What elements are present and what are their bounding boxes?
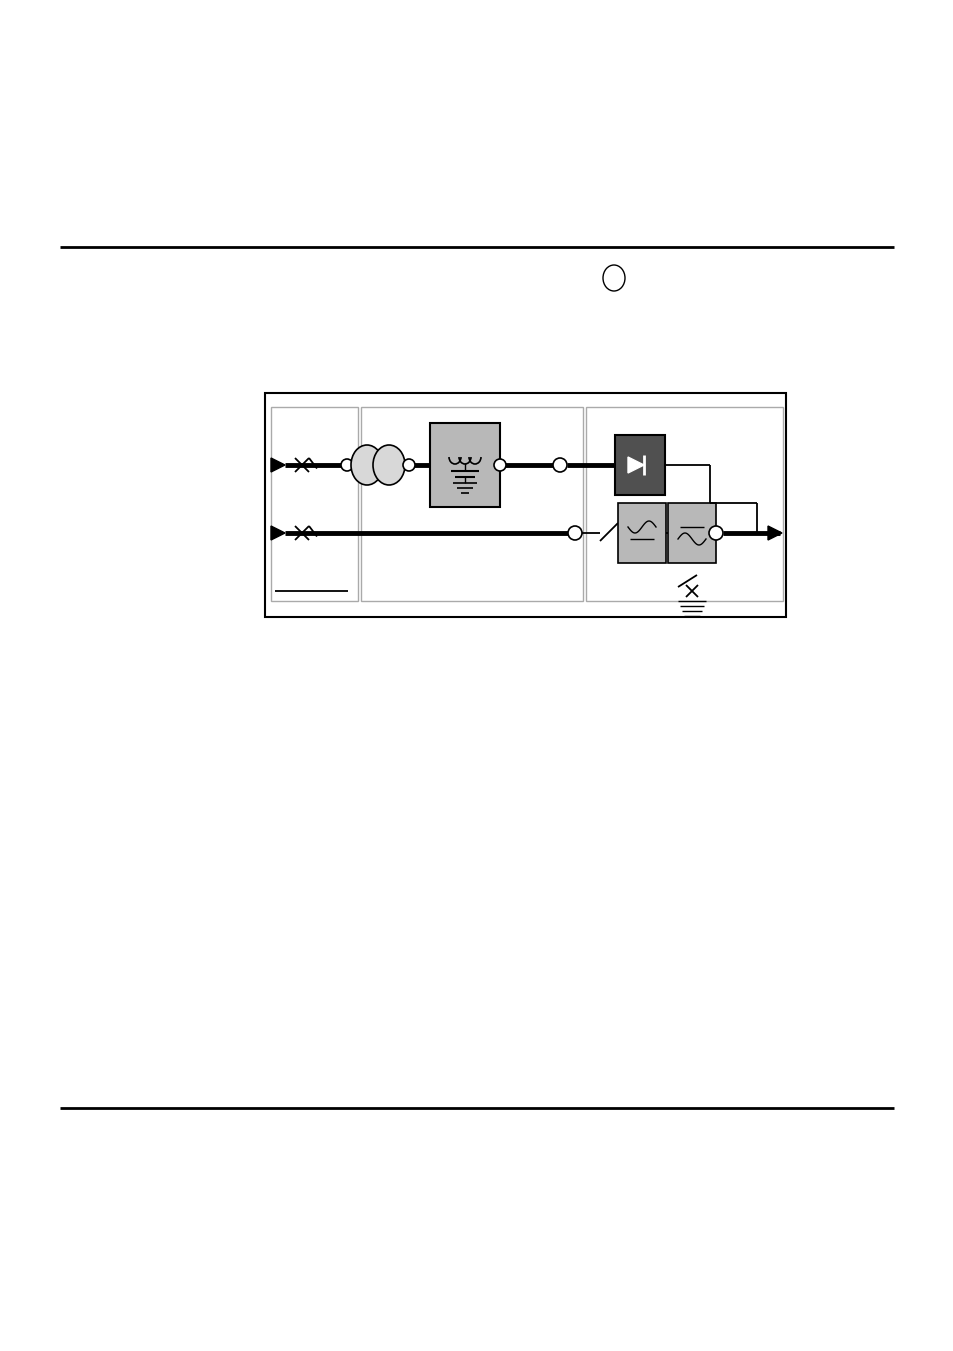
Polygon shape — [627, 457, 643, 473]
Bar — [585, 407, 782, 601]
Bar — [360, 407, 582, 601]
Polygon shape — [271, 526, 285, 540]
Ellipse shape — [351, 444, 382, 485]
Bar — [271, 407, 357, 601]
Bar — [430, 423, 499, 507]
Circle shape — [340, 459, 353, 471]
Circle shape — [402, 459, 415, 471]
Polygon shape — [767, 526, 781, 540]
Bar — [667, 503, 716, 563]
Circle shape — [708, 526, 722, 540]
Circle shape — [553, 458, 566, 471]
Ellipse shape — [373, 444, 405, 485]
Circle shape — [494, 459, 505, 471]
Bar — [615, 435, 664, 494]
Circle shape — [567, 526, 581, 540]
Polygon shape — [271, 458, 285, 471]
Bar — [265, 393, 785, 617]
Bar — [618, 503, 665, 563]
